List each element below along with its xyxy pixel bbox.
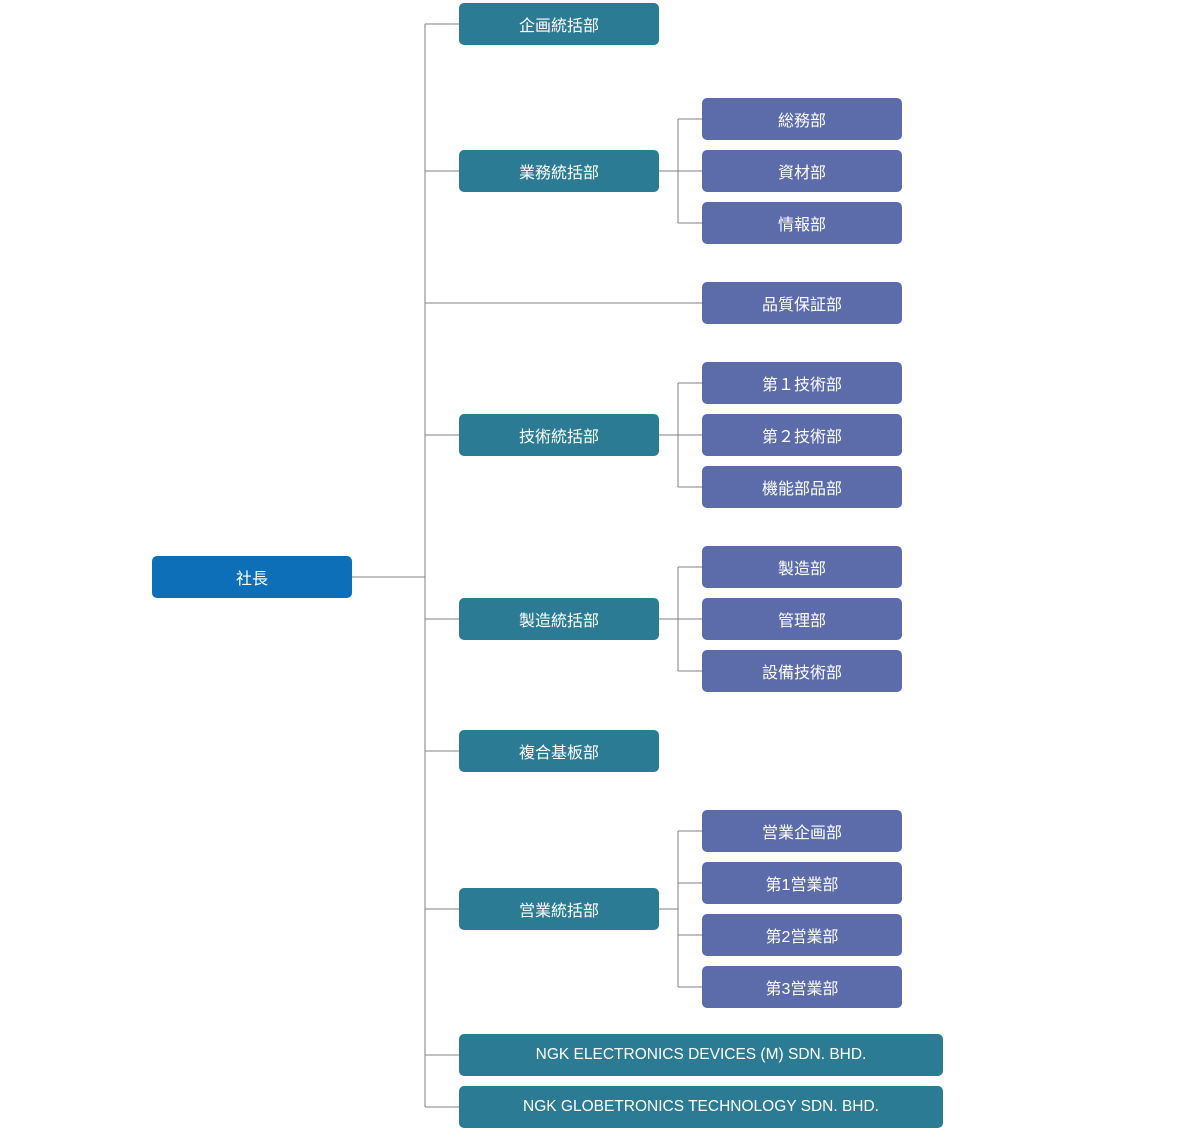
node-child: 製造部	[702, 546, 902, 588]
node-child: 資材部	[702, 150, 902, 192]
node-child: 情報部	[702, 202, 902, 244]
node-child: 第3営業部	[702, 966, 902, 1008]
node-child: 第2営業部	[702, 914, 902, 956]
node-qa-direct: 品質保証部	[702, 282, 902, 324]
node-child: 第１技術部	[702, 362, 902, 404]
node-child: 営業企画部	[702, 810, 902, 852]
node-hybrid: 複合基板部	[459, 730, 659, 772]
node-planning: 企画統括部	[459, 3, 659, 45]
node-subsidiary: NGK ELECTRONICS DEVICES (M) SDN. BHD.	[459, 1034, 943, 1076]
node-operations: 業務統括部	[459, 150, 659, 192]
node-tech: 技術統括部	[459, 414, 659, 456]
node-sales: 営業統括部	[459, 888, 659, 930]
node-child: 第1営業部	[702, 862, 902, 904]
node-subsidiary: NGK GLOBETRONICS TECHNOLOGY SDN. BHD.	[459, 1086, 943, 1128]
node-child: 管理部	[702, 598, 902, 640]
node-mfg: 製造統括部	[459, 598, 659, 640]
root-president: 社長	[152, 556, 352, 598]
node-child: 第２技術部	[702, 414, 902, 456]
node-child: 総務部	[702, 98, 902, 140]
node-child: 設備技術部	[702, 650, 902, 692]
node-child: 機能部品部	[702, 466, 902, 508]
